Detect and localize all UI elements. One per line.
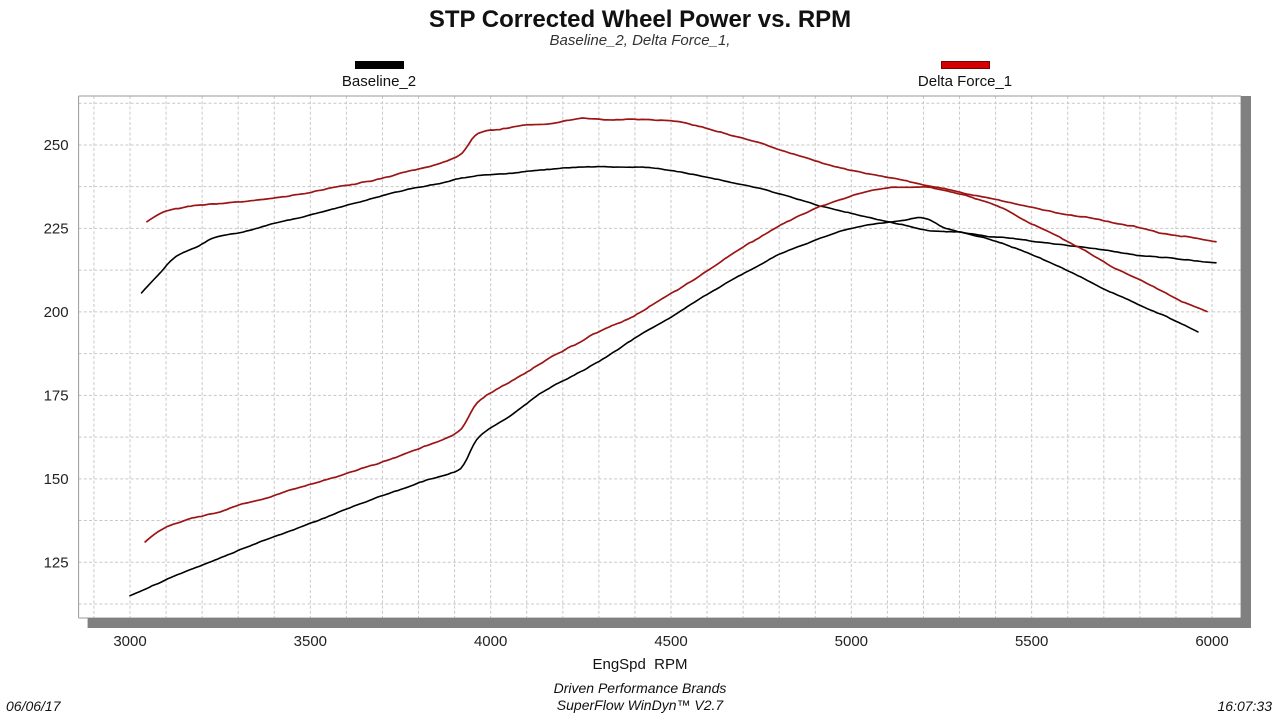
svg-text:150: 150	[44, 471, 69, 488]
svg-text:5500: 5500	[1015, 633, 1048, 650]
svg-text:250: 250	[44, 137, 69, 154]
svg-text:200: 200	[44, 304, 69, 321]
svg-text:3500: 3500	[294, 633, 327, 650]
svg-text:5000: 5000	[835, 633, 868, 650]
svg-text:175: 175	[44, 387, 69, 404]
svg-text:3000: 3000	[113, 633, 146, 650]
svg-text:225: 225	[44, 220, 69, 237]
svg-text:4000: 4000	[474, 633, 507, 650]
svg-text:4500: 4500	[654, 633, 687, 650]
svg-text:6000: 6000	[1195, 633, 1228, 650]
svg-text:125: 125	[44, 554, 69, 571]
